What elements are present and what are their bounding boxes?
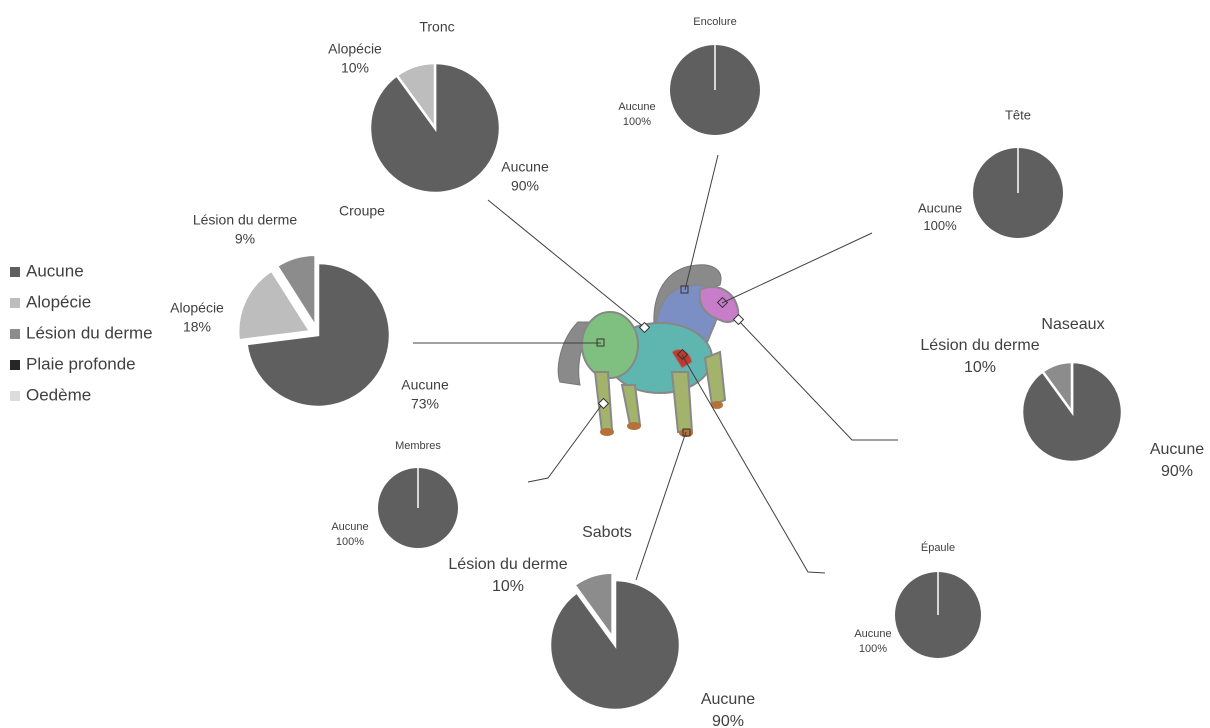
legend-swatch <box>10 267 20 277</box>
pie-chart: Épaule Aucune 100% <box>854 541 981 658</box>
data-label-category: Aucune <box>854 628 891 640</box>
data-label: 90% <box>1161 463 1193 480</box>
data-label: 9% <box>235 231 255 247</box>
pie-chart: Tronc Aucune 90% Alopécie 10% <box>328 19 549 195</box>
pie-slice <box>572 571 614 642</box>
pie-chart: Croupe Aucune 73% Alopécie 18% Lésion du derm… <box>170 203 449 412</box>
pie-title: Tête <box>1005 107 1031 122</box>
data-label-category: Aucune <box>401 377 449 393</box>
pie-title: Sabots <box>582 524 632 541</box>
pie-title: Encolure <box>693 16 736 28</box>
data-label: 10% <box>964 359 996 376</box>
legend-label: Aucune <box>26 261 84 280</box>
data-label-category: Lésion du derme <box>193 212 298 228</box>
legend-label: Lésion du derme <box>26 323 153 342</box>
data-label: 100% <box>336 536 364 548</box>
pie-title: Membres <box>395 440 441 452</box>
data-label-category: Lésion du derme <box>920 337 1039 354</box>
legend-label: Plaie profonde <box>26 354 136 373</box>
data-label: 18% <box>183 319 211 335</box>
data-label: 100% <box>923 218 957 233</box>
pie-chart: Naseaux Aucune 90% Lésion du derme 10% <box>920 316 1204 480</box>
pie-slice <box>395 61 437 132</box>
pie-chart: Sabots Aucune 90% Lésion du derme 10% <box>448 524 755 728</box>
pie-slice <box>236 268 313 342</box>
data-label-category: Aucune <box>918 200 962 215</box>
connectors <box>413 154 898 581</box>
data-label-category: Aucune <box>1150 441 1204 458</box>
data-label-category: Aucune <box>701 691 755 708</box>
legend-label: Alopécie <box>26 292 91 311</box>
data-label-category: Aucune <box>618 101 655 113</box>
data-label: 10% <box>492 578 524 595</box>
data-label-category: Alopécie <box>328 41 382 57</box>
pie-chart: Membres Aucune 100% <box>331 440 458 548</box>
pie-title: Croupe <box>339 203 385 219</box>
data-label-category: Aucune <box>501 159 549 175</box>
pie-slice <box>245 261 392 409</box>
pie-slice <box>275 253 317 332</box>
pie-title: Naseaux <box>1041 316 1104 333</box>
data-label: 90% <box>511 178 539 194</box>
pie-title: Épaule <box>921 541 955 554</box>
legend-swatch <box>10 391 20 401</box>
data-label-category: Lésion du derme <box>448 556 567 573</box>
pie-chart: Tête Aucune 100% <box>918 107 1063 238</box>
legend-swatch <box>10 298 20 308</box>
data-label-category: Aucune <box>331 521 368 533</box>
data-label: 73% <box>411 396 439 412</box>
horse-illustration <box>557 264 740 437</box>
pie-slice <box>368 61 502 195</box>
pie-chart: Encolure Aucune 100% <box>618 16 760 135</box>
legend-swatch <box>10 329 20 339</box>
pie-slice <box>1040 360 1074 416</box>
data-label: 10% <box>341 60 369 76</box>
data-label-category: Alopécie <box>170 300 224 316</box>
data-label: 90% <box>712 713 744 728</box>
pie-title: Tronc <box>419 19 454 35</box>
legend-swatch <box>10 360 20 370</box>
data-label: 100% <box>623 116 651 128</box>
pie-slice <box>548 578 682 712</box>
data-label: 100% <box>859 643 887 655</box>
legend-label: Oedème <box>26 385 91 404</box>
